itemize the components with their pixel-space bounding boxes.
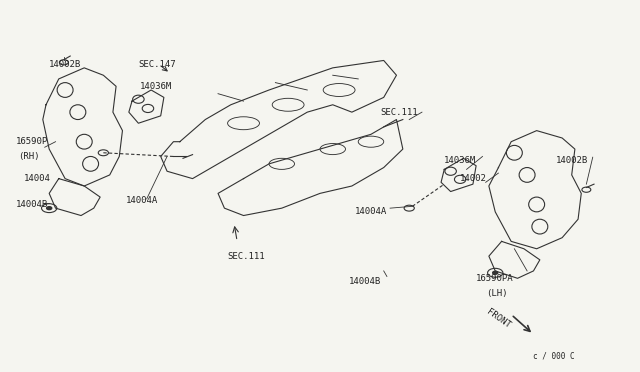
Text: SEC.111: SEC.111 xyxy=(228,251,265,261)
Text: SEC.147: SEC.147 xyxy=(138,60,176,69)
Text: 14002B: 14002B xyxy=(556,155,588,165)
Text: SEC.111: SEC.111 xyxy=(381,108,418,117)
Text: 14004B: 14004B xyxy=(349,278,381,286)
Circle shape xyxy=(493,271,498,274)
Text: 14004A: 14004A xyxy=(125,196,158,205)
Circle shape xyxy=(47,207,52,210)
Text: 16590P: 16590P xyxy=(15,137,47,146)
Text: 16590PA: 16590PA xyxy=(476,274,514,283)
Text: (LH): (LH) xyxy=(486,289,507,298)
Text: 14036M: 14036M xyxy=(444,155,477,165)
Text: c / 000 C: c / 000 C xyxy=(534,351,575,360)
Text: 14004B: 14004B xyxy=(15,200,47,209)
Text: 14004A: 14004A xyxy=(355,207,387,217)
Text: 14036M: 14036M xyxy=(140,82,173,91)
Text: FRONT: FRONT xyxy=(484,308,511,330)
Text: 14004: 14004 xyxy=(24,174,51,183)
Text: (RH): (RH) xyxy=(19,152,40,161)
Text: 14002B: 14002B xyxy=(49,60,81,69)
Text: 14002: 14002 xyxy=(460,174,487,183)
